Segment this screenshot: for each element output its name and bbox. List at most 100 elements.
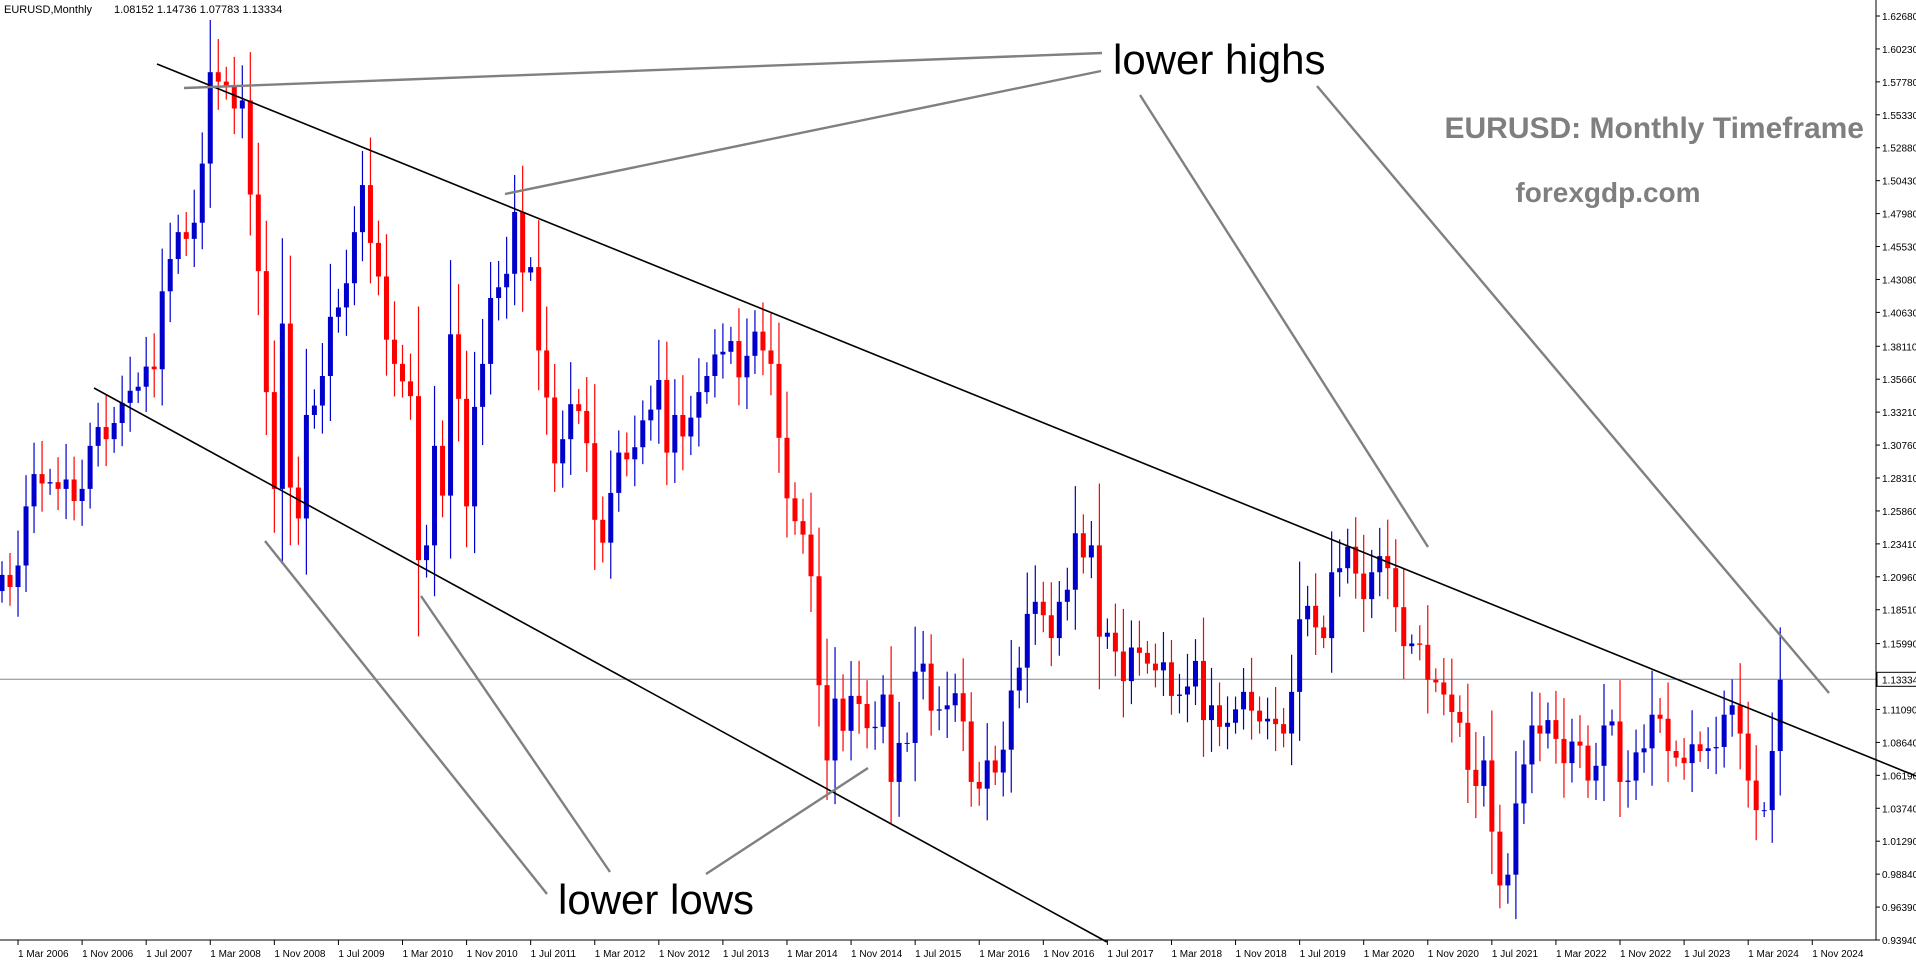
candle-body <box>432 445 438 546</box>
candle-body <box>568 404 574 440</box>
candle-body <box>1337 568 1343 573</box>
candle-body <box>1024 613 1030 668</box>
candle-body <box>696 392 702 418</box>
candle-body <box>488 298 494 364</box>
candle-body <box>1657 714 1663 719</box>
candle-body <box>1673 751 1679 758</box>
date-tick-label: 1 Jul 2007 <box>146 949 193 960</box>
price-tick-label: 1.57780 <box>1882 78 1916 89</box>
date-tick-label: 1 Mar 2018 <box>1171 949 1222 960</box>
candle-body <box>952 693 958 706</box>
candle-body <box>584 410 590 444</box>
candle-body <box>608 492 614 543</box>
candle-body <box>1473 769 1479 786</box>
candle-body <box>1409 643 1415 647</box>
candle-body <box>207 72 213 164</box>
candle-body <box>984 760 990 789</box>
date-tick-label: 1 Mar 2014 <box>787 949 838 960</box>
candle-body <box>215 72 221 82</box>
candle-body <box>552 397 558 464</box>
candle-body <box>872 726 878 729</box>
candle-body <box>143 366 149 387</box>
candle-body <box>624 452 630 460</box>
candle-body <box>736 341 742 378</box>
candle-body <box>1457 712 1463 723</box>
candle-body <box>1257 710 1263 722</box>
candle-body <box>1297 619 1303 692</box>
candle-body <box>912 671 918 743</box>
candle-body <box>183 232 189 239</box>
candle-body <box>480 363 486 407</box>
candle-body <box>1721 714 1727 747</box>
date-tick-label: 1 Nov 2006 <box>82 949 134 960</box>
candle-body <box>1201 660 1206 721</box>
candle-body <box>688 417 694 437</box>
candle-body <box>1401 607 1407 647</box>
candle-body <box>1369 572 1375 600</box>
candle-body <box>520 211 526 273</box>
current-price-tag <box>1876 671 1916 687</box>
candle-body <box>752 331 758 356</box>
date-tick-label: 1 Mar 2016 <box>979 949 1030 960</box>
candle-body <box>768 350 774 364</box>
candle-body <box>1449 694 1455 713</box>
date-tick-label: 1 Jul 2015 <box>915 949 962 960</box>
candle-body <box>383 276 389 340</box>
candle-body <box>832 698 838 761</box>
candle-body <box>1361 573 1367 600</box>
date-tick-label: 1 Jul 2011 <box>531 949 577 960</box>
candle-body <box>656 380 662 410</box>
lower-channel-line <box>93 387 1108 943</box>
price-tick-label: 1.15990 <box>1882 640 1916 651</box>
candle-body <box>1329 572 1335 639</box>
candle-body <box>936 709 942 711</box>
price-tick-label: 1.18510 <box>1882 606 1916 617</box>
candle-body <box>1729 705 1735 715</box>
candle-body <box>896 742 902 782</box>
price-tick-label: 1.62680 <box>1882 12 1916 23</box>
candle-body <box>496 287 502 299</box>
candle-body <box>1249 691 1255 711</box>
candle-body <box>1000 749 1006 773</box>
chart-title: EURUSD: Monthly Timeframe <box>1444 112 1864 145</box>
date-tick-label: 1 Jul 2017 <box>1107 949 1154 960</box>
candle-body <box>416 396 422 561</box>
candle-body <box>87 445 93 489</box>
candle-body <box>1513 803 1519 875</box>
candle-body <box>704 375 710 393</box>
candle-body <box>1593 765 1599 781</box>
candle-body <box>1777 679 1783 752</box>
candle-body <box>335 307 341 317</box>
candle-body <box>103 427 109 440</box>
candle-body <box>1577 741 1583 746</box>
candle-body <box>1321 627 1327 639</box>
candle-body <box>127 390 133 403</box>
candle-body <box>1521 764 1527 804</box>
price-tick-label: 1.11090 <box>1882 705 1916 716</box>
candle-body <box>536 267 542 351</box>
candle-body <box>400 363 405 382</box>
candle-body <box>23 506 29 566</box>
candle-body <box>1737 705 1743 734</box>
candle-body <box>39 474 45 484</box>
candle-body <box>1705 748 1711 752</box>
candle-body <box>592 443 598 520</box>
candle-body <box>600 519 606 543</box>
candle-body <box>47 482 53 484</box>
candle-body <box>231 86 237 109</box>
candle-body <box>1241 691 1247 710</box>
date-tick-label: 1 Mar 2024 <box>1748 949 1799 960</box>
candle-body <box>1120 651 1126 682</box>
price-tick-label: 0.98840 <box>1882 870 1916 881</box>
price-tick-label: 1.08640 <box>1882 738 1916 749</box>
candle-body <box>351 232 357 284</box>
price-tick-label: 1.03740 <box>1882 804 1916 815</box>
candle-body <box>135 386 141 391</box>
candle-body <box>888 694 894 782</box>
candle-body <box>1176 694 1182 696</box>
candle-body <box>111 423 117 440</box>
date-tick-label: 1 Mar 2010 <box>403 949 454 960</box>
candle-body <box>1617 721 1623 782</box>
candle-body <box>1112 632 1118 652</box>
candle-body <box>1689 744 1695 764</box>
